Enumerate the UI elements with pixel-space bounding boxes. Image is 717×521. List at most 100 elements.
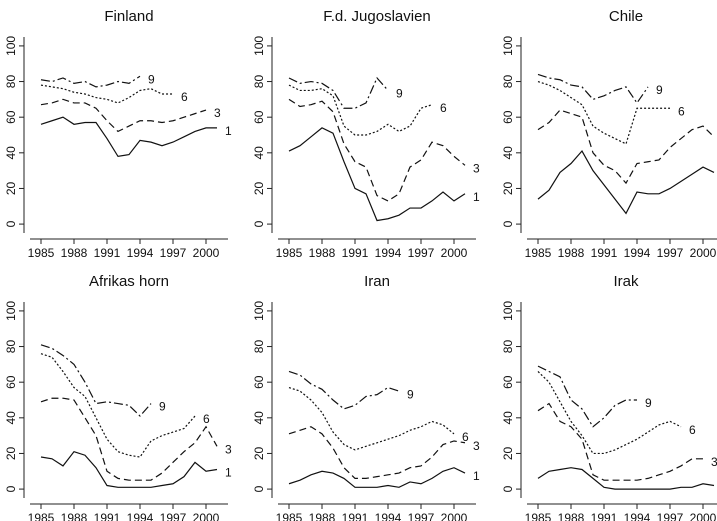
y-tick-label: 100 [252, 301, 266, 321]
y-tick-label: 0 [4, 485, 18, 492]
y-tick-label: 20 [4, 446, 18, 460]
series-line [288, 127, 466, 222]
series-line [537, 365, 637, 428]
series-label: 1 [225, 124, 232, 138]
x-tick-label: 1985 [28, 246, 55, 260]
y-tick-label: 100 [501, 36, 515, 56]
y-tick-label: 40 [4, 411, 18, 425]
panel-title: Iran [364, 273, 390, 290]
y-tick-label: 40 [501, 146, 515, 160]
series-line [40, 116, 217, 158]
x-tick-label: 1994 [127, 511, 154, 521]
y-tick-label: 0 [501, 220, 515, 227]
x-tick-label: 1997 [408, 246, 435, 260]
y-tick-label: 80 [501, 75, 515, 89]
x-tick-label: 1991 [342, 246, 369, 260]
y-tick-label: 60 [501, 110, 515, 124]
series-label: 6 [440, 101, 447, 115]
series-label: 9 [148, 72, 155, 86]
series-line [537, 467, 715, 490]
y-tick-label: 20 [501, 446, 515, 460]
x-tick-label: 1991 [591, 246, 618, 260]
x-tick-label: 2000 [441, 246, 468, 260]
y-tick-label: 40 [252, 411, 266, 425]
series-line [537, 109, 715, 185]
series-label: 9 [645, 396, 652, 410]
series-label: 1 [473, 469, 480, 483]
x-tick-label: 1985 [525, 511, 552, 521]
y-tick-label: 0 [252, 220, 266, 227]
series-line [288, 467, 466, 488]
y-tick-label: 0 [501, 485, 515, 492]
y-tick-label: 80 [252, 75, 266, 89]
series-line [537, 371, 682, 455]
x-tick-label: 2000 [193, 511, 220, 521]
x-tick-label: 1994 [624, 511, 651, 521]
y-tick-label: 100 [501, 301, 515, 321]
x-tick-label: 1997 [657, 511, 684, 521]
y-tick-label: 40 [501, 411, 515, 425]
panel-title: Finland [104, 8, 153, 25]
y-tick-label: 20 [4, 181, 18, 195]
x-tick-label: 1988 [61, 246, 88, 260]
x-tick-label: 1994 [127, 246, 154, 260]
y-tick-label: 60 [4, 375, 18, 389]
series-label: 6 [689, 423, 696, 437]
series-label: 3 [711, 455, 717, 469]
x-tick-label: 1985 [276, 246, 303, 260]
x-tick-label: 1985 [276, 511, 303, 521]
series-label: 3 [473, 161, 480, 175]
series-line [288, 98, 466, 202]
series-line [40, 353, 196, 458]
series-label: 3 [214, 106, 221, 120]
x-tick-label: 1985 [525, 246, 552, 260]
y-tick-label: 80 [252, 340, 266, 354]
series-line [40, 344, 152, 417]
panel-title: Irak [613, 273, 639, 290]
x-tick-label: 2000 [690, 246, 717, 260]
y-tick-label: 40 [4, 146, 18, 160]
x-tick-label: 1991 [591, 511, 618, 521]
y-tick-label: 100 [4, 301, 18, 321]
y-tick-label: 40 [252, 146, 266, 160]
x-tick-label: 1988 [309, 246, 336, 260]
y-tick-label: 100 [4, 36, 18, 56]
y-tick-label: 20 [501, 181, 515, 195]
series-line [40, 75, 141, 88]
series-line [40, 98, 207, 133]
x-tick-label: 1991 [94, 511, 121, 521]
series-line [40, 84, 173, 104]
panel-title: F.d. Jugoslavien [323, 8, 431, 25]
x-tick-label: 1985 [28, 511, 55, 521]
x-tick-label: 2000 [690, 511, 717, 521]
y-tick-label: 60 [252, 110, 266, 124]
series-line [40, 397, 218, 481]
y-tick-label: 80 [4, 340, 18, 354]
x-tick-label: 1994 [375, 511, 402, 521]
x-tick-label: 1991 [94, 246, 121, 260]
series-line [537, 150, 715, 215]
y-tick-label: 60 [4, 110, 18, 124]
x-tick-label: 1997 [657, 246, 684, 260]
series-label: 1 [473, 190, 480, 204]
series-label: 3 [473, 439, 480, 453]
x-tick-label: 1997 [408, 511, 435, 521]
panel-title: Chile [609, 8, 643, 25]
x-tick-label: 1988 [558, 246, 585, 260]
series-line [288, 386, 455, 451]
series-label: 9 [656, 83, 663, 97]
series-line [40, 450, 218, 488]
y-tick-label: 0 [252, 485, 266, 492]
x-tick-label: 1997 [160, 511, 187, 521]
x-tick-label: 1994 [624, 246, 651, 260]
y-tick-label: 80 [4, 75, 18, 89]
y-tick-label: 60 [501, 375, 515, 389]
y-tick-label: 60 [252, 375, 266, 389]
x-tick-label: 1997 [160, 246, 187, 260]
x-tick-label: 1988 [61, 511, 88, 521]
x-tick-label: 1994 [375, 246, 402, 260]
series-label: 1 [225, 466, 232, 480]
y-tick-label: 20 [252, 446, 266, 460]
series-line [537, 73, 649, 104]
